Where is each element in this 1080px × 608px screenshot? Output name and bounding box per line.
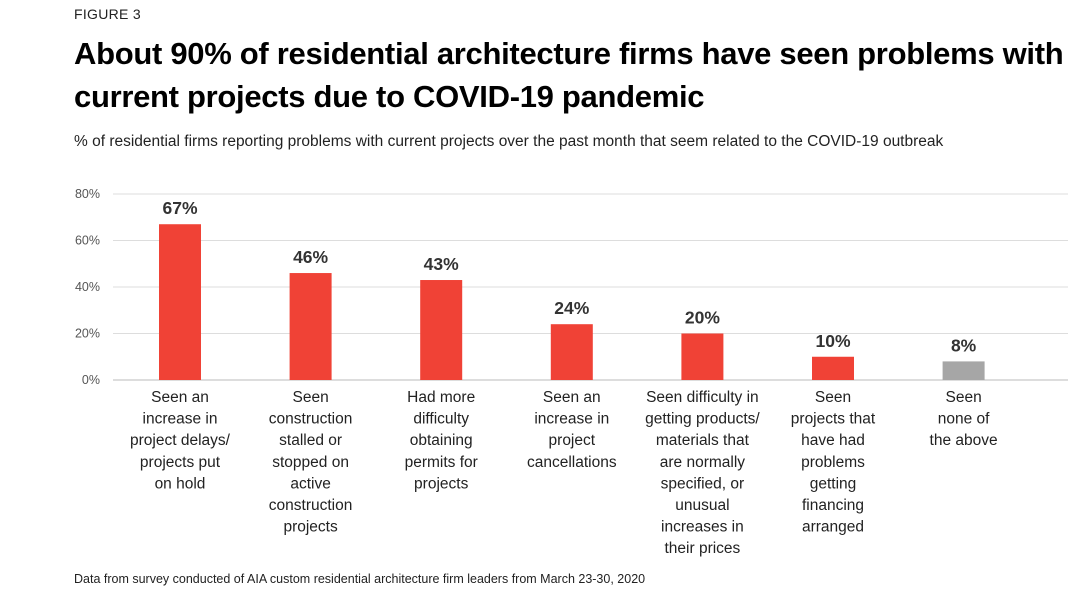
- figure-label: FIGURE 3: [74, 6, 141, 22]
- data-label: 8%: [951, 335, 977, 355]
- x-tick-label: Seen construction stalled or stopped on acti…: [269, 389, 353, 536]
- bar: [420, 280, 463, 380]
- value-labels: 67% 46% 43% 24% 20% 10% 8%: [162, 198, 976, 355]
- x-tick-label: Seen an increase in project cancellations: [527, 389, 617, 471]
- source-note: Data from survey conducted of AIA custom…: [74, 572, 646, 586]
- data-label: 46%: [293, 247, 328, 267]
- y-tick-label: 80%: [75, 187, 100, 201]
- y-tick-label: 60%: [75, 234, 100, 248]
- bars: [159, 224, 985, 380]
- chart-title: About 90% of residential architecture fi…: [74, 36, 1064, 114]
- chart-subtitle: % of residential firms reporting problem…: [74, 133, 944, 150]
- y-tick-label: 20%: [75, 327, 100, 341]
- bar: [812, 356, 854, 380]
- bar: [159, 224, 201, 380]
- data-label: 10%: [815, 331, 850, 351]
- bar-chart: 0% 20% 40% 60% 80% 67% 46% 43% 24% 20% 10% 8% Seen…: [75, 187, 1068, 557]
- data-label: 67%: [162, 198, 197, 218]
- data-label: 20%: [685, 308, 720, 328]
- data-label: 43%: [424, 254, 459, 274]
- bar: [289, 273, 332, 380]
- y-tick-label: 0%: [82, 373, 100, 387]
- x-tick-label: Seen difficulty in getting products/mater…: [645, 389, 760, 557]
- category-labels: Seen an increase in project delays/project…: [130, 389, 998, 557]
- y-axis-ticks: 0% 20% 40% 60% 80%: [75, 187, 100, 387]
- bar: [550, 324, 593, 380]
- x-tick-label: Seen projects that have had problems getting…: [791, 389, 876, 536]
- bar: [681, 333, 724, 380]
- bar: [942, 361, 985, 380]
- y-tick-label: 40%: [75, 280, 100, 294]
- data-label: 24%: [554, 298, 589, 318]
- x-tick-label: Seen none of the above: [930, 389, 998, 449]
- x-tick-label: Had more difficulty obtaining permits for pr…: [405, 389, 478, 492]
- x-tick-label: Seen an increase in project delays/project…: [130, 389, 231, 492]
